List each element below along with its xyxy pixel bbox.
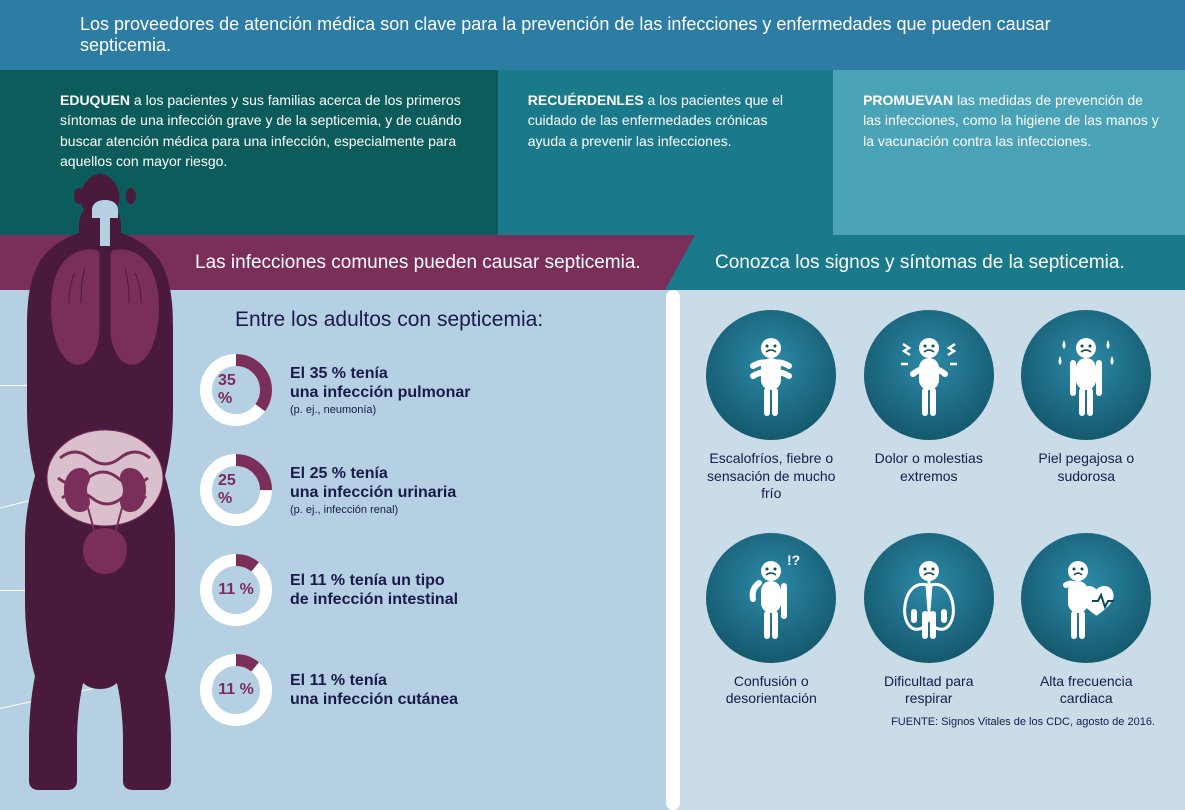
donut-chart: 11 % — [200, 554, 272, 626]
stat-text: El 25 % tenía una infección urinaria (p.… — [290, 464, 456, 516]
left-panel: Entre los adultos con septicemia: 35 % E… — [0, 290, 673, 810]
symptom-label: Alta frecuencia cardiaca — [1018, 673, 1156, 708]
donut-pct-label: 11 % — [218, 681, 254, 699]
col-remind: RECUÉRDENLES a los pacientes que el cuid… — [498, 70, 833, 235]
mid-header-right-text: Conozca los signos y síntomas de la sept… — [715, 252, 1125, 274]
clammy-icon — [1046, 330, 1126, 420]
symptom-circle — [1021, 310, 1151, 440]
mid-header-left: Las infecciones comunes pueden causar se… — [0, 235, 665, 290]
stat-row: 25 % El 25 % tenía una infección urinari… — [200, 454, 653, 526]
symptom-label: Dificultad para respirar — [860, 673, 998, 708]
mid-header-left-text: Las infecciones comunes pueden causar se… — [195, 252, 641, 274]
stat-text: El 11 % tenía un tipo de infección intes… — [290, 571, 458, 609]
stat-row: 35 % El 35 % tenía una infección pulmona… — [200, 354, 653, 426]
col-educate-bold: EDUQUEN — [60, 92, 130, 108]
stat-line2: una infección cutánea — [290, 690, 458, 709]
mid-headers: Las infecciones comunes pueden causar se… — [0, 235, 1185, 290]
symptom-item: Escalofríos, fiebre o sensación de mucho… — [703, 310, 841, 503]
pointer-line — [0, 590, 95, 591]
source-text: FUENTE: Signos Vitales de los CDC, agost… — [703, 716, 1156, 728]
stat-sub: (p. ej., neumonía) — [290, 404, 470, 416]
symptom-circle — [864, 533, 994, 663]
stat-row: 11 % El 11 % tenía una infección cutánea — [200, 654, 653, 726]
mid-header-right: Conozca los signos y síntomas de la sept… — [665, 235, 1185, 290]
stat-line1: El 11 % tenía — [290, 671, 458, 690]
symptom-item: Piel pegajosa o sudorosa — [1018, 310, 1156, 503]
donut-chart: 25 % — [200, 454, 272, 526]
col-remind-bold: RECUÉRDENLES — [528, 92, 644, 108]
symptom-item: Dolor o molestias extremos — [860, 310, 998, 503]
donut-pct-label: 35 % — [218, 372, 254, 408]
right-panel: Escalofríos, fiebre o sensación de mucho… — [673, 290, 1185, 810]
heart-icon — [1046, 553, 1126, 643]
svg-text:!?: !? — [787, 553, 800, 568]
stat-text: El 35 % tenía una infección pulmonar (p.… — [290, 364, 470, 416]
pointer-line — [0, 485, 91, 516]
symptom-circle — [864, 310, 994, 440]
pointer-line — [0, 688, 93, 711]
col-promote-bold: PROMUEVAN — [863, 92, 953, 108]
pain-icon — [889, 330, 969, 420]
stat-line1: El 11 % tenía un tipo — [290, 571, 458, 590]
stat-line1: El 25 % tenía — [290, 464, 456, 483]
symptom-label: Confusión o desorientación — [703, 673, 841, 708]
content-row: Entre los adultos con septicemia: 35 % E… — [0, 290, 1185, 810]
symptoms-grid: Escalofríos, fiebre o sensación de mucho… — [703, 310, 1156, 708]
donut-pct-label: 25 % — [218, 472, 254, 508]
chills-icon — [731, 330, 811, 420]
symptom-item: Alta frecuencia cardiaca — [1018, 533, 1156, 708]
stat-sub: (p. ej., infección renal) — [290, 504, 456, 516]
symptom-label: Piel pegajosa o sudorosa — [1018, 450, 1156, 485]
symptom-circle — [1021, 533, 1151, 663]
symptom-item: Dificultad para respirar — [860, 533, 998, 708]
confusion-icon: !? — [731, 553, 811, 643]
symptom-item: !? Confusión o desorientación — [703, 533, 841, 708]
stats-title: Entre los adultos con septicemia: — [235, 308, 653, 332]
breath-icon — [889, 553, 969, 643]
stat-line2: una infección urinaria — [290, 483, 456, 502]
header-bar: Los proveedores de atención médica son c… — [0, 0, 1185, 70]
donut-pct-label: 11 % — [218, 581, 254, 599]
stat-line2: de infección intestinal — [290, 590, 458, 609]
pointer-line — [0, 385, 95, 386]
three-columns: EDUQUEN a los pacientes y sus familias a… — [0, 70, 1185, 235]
col-educate: EDUQUEN a los pacientes y sus familias a… — [0, 70, 498, 235]
stat-line2: una infección pulmonar — [290, 383, 470, 402]
stats-container: 35 % El 35 % tenía una infección pulmona… — [200, 354, 653, 726]
stat-text: El 11 % tenía una infección cutánea — [290, 671, 458, 709]
donut-chart: 35 % — [200, 354, 272, 426]
stat-line1: El 35 % tenía — [290, 364, 470, 383]
symptom-label: Dolor o molestias extremos — [860, 450, 998, 485]
donut-chart: 11 % — [200, 654, 272, 726]
symptom-circle: !? — [706, 533, 836, 663]
symptom-circle — [706, 310, 836, 440]
header-text: Los proveedores de atención médica son c… — [80, 14, 1051, 55]
col-promote: PROMUEVAN las medidas de prevención de l… — [833, 70, 1185, 235]
stat-row: 11 % El 11 % tenía un tipo de infección … — [200, 554, 653, 626]
symptom-label: Escalofríos, fiebre o sensación de mucho… — [703, 450, 841, 503]
